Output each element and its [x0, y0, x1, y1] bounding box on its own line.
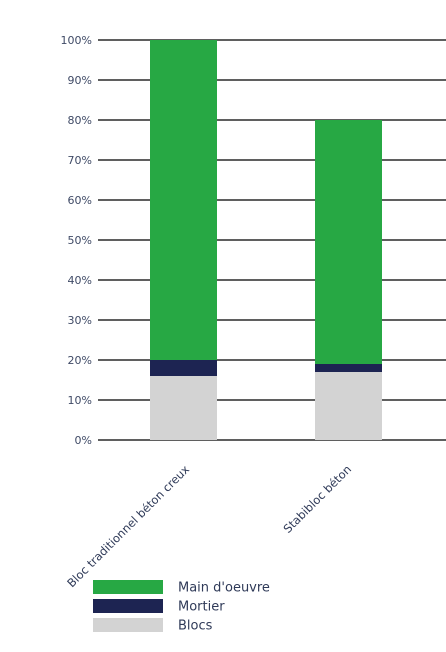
- y-tick-label: 40%: [68, 274, 92, 287]
- legend-swatch: [93, 599, 163, 613]
- y-tick-label: 0%: [75, 434, 92, 447]
- y-tick-label: 60%: [68, 194, 92, 207]
- legend-label: Main d'oeuvre: [178, 581, 270, 596]
- bar-segment-mortier: [315, 364, 382, 372]
- legend-label: Blocs: [178, 619, 213, 634]
- legend-label: Mortier: [178, 600, 225, 615]
- bar-segment-blocs: [315, 372, 382, 440]
- legend-swatch: [93, 618, 163, 632]
- y-tick-label: 30%: [68, 314, 92, 327]
- legend-swatch: [93, 580, 163, 594]
- bar-segment-mortier: [150, 360, 217, 376]
- y-tick-label: 80%: [68, 114, 92, 127]
- category-labels: Bloc traditionnel béton creux Stabibloc b…: [64, 462, 354, 590]
- y-tick-label: 20%: [68, 354, 92, 367]
- y-tick-label: 10%: [68, 394, 92, 407]
- bar-segment-main-d-oeuvre: [315, 120, 382, 364]
- y-tick-label: 70%: [68, 154, 92, 167]
- y-tick-label: 90%: [68, 74, 92, 87]
- bar-segment-main-d-oeuvre: [150, 40, 217, 360]
- legend: Main d'oeuvre Mortier Blocs: [93, 580, 270, 634]
- bar-segment-blocs: [150, 376, 217, 440]
- y-tick-label: 100%: [61, 34, 92, 47]
- category-label: Stabibloc béton: [281, 462, 355, 536]
- category-label: Bloc traditionnel béton creux: [64, 462, 192, 590]
- bars: [150, 40, 382, 440]
- y-axis-tick-labels: 0% 10% 20% 30% 40% 50% 60% 70% 80% 90% 100%: [61, 34, 92, 447]
- y-tick-label: 50%: [68, 234, 92, 247]
